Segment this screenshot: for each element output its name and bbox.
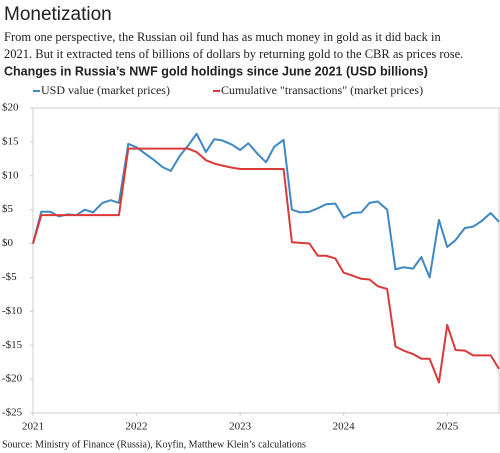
title: Monetization xyxy=(4,4,112,25)
y-tick-label: -$10 xyxy=(2,305,23,317)
y-tick-label: $0 xyxy=(2,237,14,249)
legend-label: Cumulative "transactions" (market prices… xyxy=(221,83,423,97)
x-tick-label: 2025 xyxy=(436,421,459,433)
source: Source: Ministry of Finance (Russia), Ko… xyxy=(2,439,306,450)
y-tick-label: $5 xyxy=(2,203,14,215)
y-tick-label: $20 xyxy=(2,102,19,114)
series-line xyxy=(32,147,500,384)
subtitle-line: 2021. But it extracted tens of billions … xyxy=(4,47,463,61)
subtitle-line: From one perspective, the Russian oil fu… xyxy=(4,30,441,44)
y-tick-label: -$20 xyxy=(2,373,23,385)
series-line xyxy=(32,132,500,279)
x-tick-label: 2023 xyxy=(229,421,252,433)
x-tick-label: 2024 xyxy=(333,421,356,433)
x-tick-label: 2021 xyxy=(22,421,44,433)
y-tick-label: $15 xyxy=(2,135,19,147)
y-tick-label: $10 xyxy=(2,169,19,181)
plot-frame xyxy=(32,107,500,414)
y-tick-label: -$5 xyxy=(2,271,17,283)
legend-label: USD value (market prices) xyxy=(41,83,170,97)
y-tick-label: -$15 xyxy=(2,339,23,351)
y-tick-label: -$25 xyxy=(2,407,23,419)
chart-title: Changes in Russia’s NWF gold holdings si… xyxy=(4,64,428,78)
x-tick-label: 2022 xyxy=(126,421,148,433)
